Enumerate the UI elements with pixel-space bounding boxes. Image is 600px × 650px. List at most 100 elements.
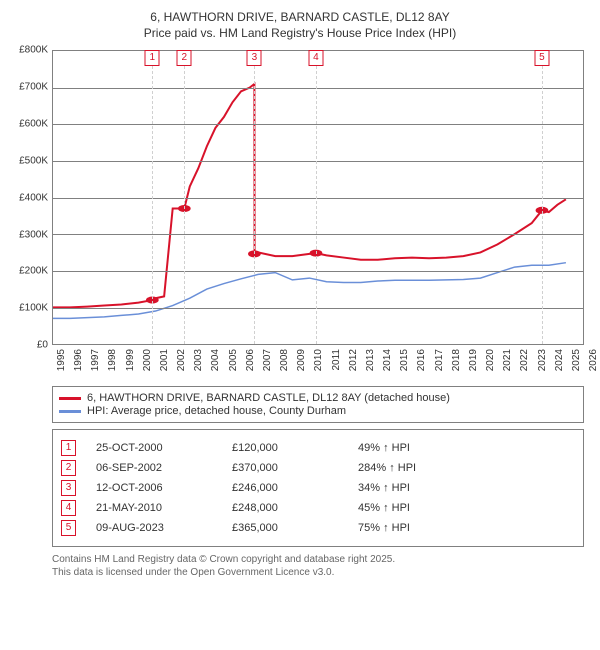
trade-date: 21-MAY-2010 [96, 502, 226, 514]
y-axis-label: £300K [10, 229, 48, 240]
sale-marker-line [152, 51, 153, 344]
legend-row-property: 6, HAWTHORN DRIVE, BARNARD CASTLE, DL12 … [59, 392, 577, 404]
x-axis-label: 2026 [588, 349, 599, 371]
trade-badge: 4 [61, 500, 76, 516]
trade-badge: 1 [61, 440, 76, 456]
trade-row: 5 09-AUG-2023 £365,000 75% ↑ HPI [61, 520, 575, 536]
footnote-line1: Contains HM Land Registry data © Crown c… [52, 553, 584, 566]
x-axis-label: 2020 [485, 349, 496, 371]
x-axis-label: 2012 [348, 349, 359, 371]
trade-date: 25-OCT-2000 [96, 442, 226, 454]
trades-table: 1 25-OCT-2000 £120,000 49% ↑ HPI 2 06-SEP-200… [52, 429, 584, 547]
legend-swatch-hpi [59, 410, 81, 413]
legend: 6, HAWTHORN DRIVE, BARNARD CASTLE, DL12 … [52, 386, 584, 423]
trade-badge: 5 [61, 520, 76, 536]
x-axis-label: 2023 [537, 349, 548, 371]
trade-pct: 75% ↑ HPI [358, 522, 410, 534]
y-axis-label: £500K [10, 155, 48, 166]
gridline [53, 198, 583, 199]
x-axis-label: 2011 [331, 349, 342, 371]
x-axis-label: 1997 [90, 349, 101, 371]
trade-pct: 45% ↑ HPI [358, 502, 410, 514]
y-axis-label: £800K [10, 45, 48, 56]
plot-area: 1 2 3 4 5 [52, 50, 584, 345]
x-axis-label: 2008 [279, 349, 290, 371]
gridline [53, 271, 583, 272]
sale-marker-badge: 5 [534, 50, 549, 66]
legend-row-hpi: HPI: Average price, detached house, Coun… [59, 405, 577, 417]
sale-marker-line [542, 51, 543, 344]
sale-marker-badge: 3 [247, 50, 262, 66]
trade-price: £370,000 [232, 462, 352, 474]
title-subtitle: Price paid vs. HM Land Registry's House … [10, 26, 590, 42]
y-axis-label: £0 [10, 340, 48, 351]
trade-row: 2 06-SEP-2002 £370,000 284% ↑ HPI [61, 460, 575, 476]
legend-label-property: 6, HAWTHORN DRIVE, BARNARD CASTLE, DL12 … [87, 392, 450, 404]
trade-badge: 3 [61, 480, 76, 496]
x-axis-label: 1996 [73, 349, 84, 371]
trade-badge: 2 [61, 460, 76, 476]
x-axis-label: 2018 [451, 349, 462, 371]
trade-price: £248,000 [232, 502, 352, 514]
trade-date: 06-SEP-2002 [96, 462, 226, 474]
legend-label-hpi: HPI: Average price, detached house, Coun… [87, 405, 346, 417]
y-axis-label: £600K [10, 118, 48, 129]
x-axis-label: 2024 [554, 349, 565, 371]
trade-price: £120,000 [232, 442, 352, 454]
x-axis-label: 2016 [416, 349, 427, 371]
x-axis-label: 2019 [468, 349, 479, 371]
trade-row: 1 25-OCT-2000 £120,000 49% ↑ HPI [61, 440, 575, 456]
sale-marker-line [316, 51, 317, 344]
x-axis-label: 2003 [193, 349, 204, 371]
gridline [53, 161, 583, 162]
trade-row: 3 12-OCT-2006 £246,000 34% ↑ HPI [61, 480, 575, 496]
trade-price: £365,000 [232, 522, 352, 534]
x-axis-label: 2009 [296, 349, 307, 371]
y-axis-label: £700K [10, 82, 48, 93]
y-axis-label: £200K [10, 266, 48, 277]
trade-date: 12-OCT-2006 [96, 482, 226, 494]
y-axis-label: £100K [10, 303, 48, 314]
gridline [53, 308, 583, 309]
x-axis-label: 2022 [519, 349, 530, 371]
legend-swatch-property [59, 397, 81, 400]
chart-area: 1 2 3 4 5 £0 £100K £200K £300K £400K £500K £600K £7… [10, 45, 590, 380]
gridline [53, 88, 583, 89]
x-axis-label: 1995 [56, 349, 67, 371]
x-axis-label: 2025 [571, 349, 582, 371]
x-axis-label: 2007 [262, 349, 273, 371]
x-axis-label: 2013 [365, 349, 376, 371]
gridline [53, 124, 583, 125]
sale-marker-badge: 1 [145, 50, 160, 66]
x-axis-label: 2015 [399, 349, 410, 371]
footnote: Contains HM Land Registry data © Crown c… [52, 553, 584, 579]
chart-title: 6, HAWTHORN DRIVE, BARNARD CASTLE, DL12 … [10, 10, 590, 41]
x-axis-label: 2002 [176, 349, 187, 371]
trade-price: £246,000 [232, 482, 352, 494]
x-axis-label: 2005 [228, 349, 239, 371]
x-axis-label: 1999 [125, 349, 136, 371]
x-axis-label: 2017 [434, 349, 445, 371]
x-axis-label: 2014 [382, 349, 393, 371]
x-axis-label: 2021 [502, 349, 513, 371]
trade-pct: 284% ↑ HPI [358, 462, 416, 474]
trade-pct: 49% ↑ HPI [358, 442, 410, 454]
x-axis-label: 2000 [142, 349, 153, 371]
footnote-line2: This data is licensed under the Open Gov… [52, 566, 584, 579]
sale-marker-line [254, 51, 255, 344]
x-axis-label: 2006 [245, 349, 256, 371]
sale-marker-line [184, 51, 185, 344]
x-axis-label: 1998 [107, 349, 118, 371]
sale-marker-badge: 4 [308, 50, 323, 66]
x-axis-label: 2004 [210, 349, 221, 371]
sale-marker-badge: 2 [177, 50, 192, 66]
series-property [53, 84, 566, 307]
trade-row: 4 21-MAY-2010 £248,000 45% ↑ HPI [61, 500, 575, 516]
y-axis-label: £400K [10, 192, 48, 203]
trade-date: 09-AUG-2023 [96, 522, 226, 534]
x-axis-label: 2010 [313, 349, 324, 371]
x-axis-label: 2001 [159, 349, 170, 371]
gridline [53, 234, 583, 235]
trade-pct: 34% ↑ HPI [358, 482, 410, 494]
title-address: 6, HAWTHORN DRIVE, BARNARD CASTLE, DL12 … [10, 10, 590, 26]
